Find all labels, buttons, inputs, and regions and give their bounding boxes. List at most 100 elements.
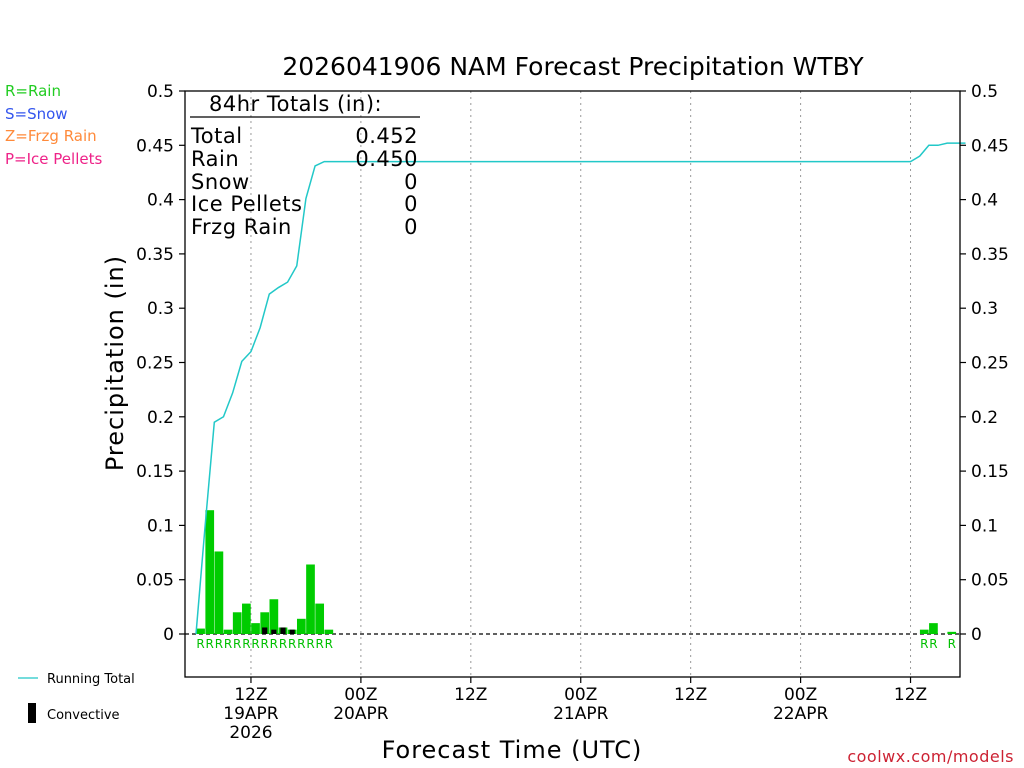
y-tick-label-left: 0.4 [147, 191, 174, 211]
chart-title: 2026041906 NAM Forecast Precipitation WT… [282, 52, 864, 81]
precip-bar [315, 603, 325, 634]
convective-bar [271, 629, 277, 634]
x-tick-label: 00Z [564, 685, 597, 705]
credit-text: coolwx.com/models [847, 747, 1014, 766]
precip-bar [242, 603, 251, 634]
running-total-line [195, 142, 966, 635]
plot-frame [184, 90, 961, 678]
x-tick-label: 19APR [223, 704, 279, 724]
totals-ice-pellets-label: Ice Pellets [191, 192, 302, 216]
y-tick-label-left: 0.15 [136, 462, 174, 482]
precip-type-label: R [215, 637, 223, 651]
totals-total-value: 0.452 [355, 124, 418, 148]
precip-type-label: R [297, 637, 305, 651]
y-tick-labels: 0 00.05 0.050.1 0.10.15 0.150.2 0.20.25 0.250.… [136, 82, 1009, 645]
y-tick-label-right: 0.45 [971, 136, 1009, 156]
convective-bar [289, 629, 295, 634]
series-legend: Running Total Convective [18, 672, 135, 723]
totals-total-label: Total [190, 124, 243, 148]
precip-bar [232, 612, 242, 634]
precip-type-label: R [920, 637, 928, 651]
precip-type-label: R [306, 637, 314, 651]
precip-type-label: R [233, 637, 241, 651]
x-tick-label: 00Z [344, 685, 377, 705]
precip-bars [196, 510, 957, 634]
y-tick-label-left: 0.05 [136, 571, 174, 591]
precip-bar [205, 510, 215, 634]
precip-bar [214, 551, 224, 634]
y-tick-label-right: 0.15 [971, 462, 1009, 482]
convective-legend-label: Convective [47, 708, 120, 723]
running-total-legend-label: Running Total [47, 672, 135, 687]
precip-type-label: R [261, 637, 269, 651]
y-tick-label-right: 0.4 [971, 191, 998, 211]
y-tick-label-right: 0.35 [971, 245, 1009, 265]
x-tick-label: 12Z [894, 685, 927, 705]
y-tick-label-left: 0.2 [147, 408, 174, 428]
convective-swatch [28, 703, 36, 723]
precip-type-label: R [279, 637, 287, 651]
totals-rain-label: Rain [191, 147, 239, 171]
x-tick-label: 21APR [553, 704, 609, 724]
precip-bar [929, 623, 938, 634]
y-tick-label-left: 0 [163, 625, 174, 645]
y-tick-label-left: 0.45 [136, 136, 174, 156]
x-tick-label: 12Z [234, 685, 267, 705]
totals-header: 84hr Totals (in): [209, 92, 382, 116]
totals-box: 84hr Totals (in): Total 0.452 Rain 0.450… [190, 92, 420, 239]
totals-frzg-rain-value: 0 [404, 215, 418, 239]
totals-snow-value: 0 [404, 170, 418, 194]
legend-ice-pellets: P=Ice Pellets [5, 150, 102, 168]
precip-bar [260, 612, 270, 634]
x-tick-label: 22APR [773, 704, 829, 724]
legend-frzg-rain: Z=Frzg Rain [5, 127, 97, 145]
x-tick-label: 12Z [674, 685, 707, 705]
legend-snow: S=Snow [5, 105, 68, 123]
y-tick-label-right: 0.2 [971, 408, 998, 428]
totals-frzg-rain-label: Frzg Rain [191, 215, 292, 239]
precip-bar [324, 629, 334, 634]
y-tick-label-left: 0.35 [136, 245, 174, 265]
precip-type-label: R [224, 637, 232, 651]
precip-bar [947, 631, 957, 634]
precip-type-label: R [325, 637, 333, 651]
x-tick-label: 20APR [333, 704, 389, 724]
x-tick-label: 12Z [454, 685, 487, 705]
x-tick-label: 2026 [229, 723, 272, 743]
y-tick-label-left: 0.3 [147, 299, 174, 319]
precip-type-label: R [929, 637, 937, 651]
totals-rain-value: 0.450 [355, 147, 418, 171]
precip-bar [296, 618, 306, 634]
y-tick-label-left: 0.5 [147, 82, 174, 102]
precip-bar [196, 628, 205, 634]
y-tick-label-left: 0.25 [136, 354, 174, 374]
precip-type-label: R [251, 637, 259, 651]
precip-bar [251, 623, 260, 634]
precip-type-label: R [206, 637, 214, 651]
precip-bar [223, 629, 233, 634]
legend-rain: R=Rain [5, 82, 61, 100]
y-tick-label-right: 0 [971, 625, 982, 645]
y-tick-label-right: 0.05 [971, 571, 1009, 591]
precip-type-label: R [288, 637, 296, 651]
x-tick-label: 00Z [784, 685, 817, 705]
precip-type-label: R [315, 637, 323, 651]
convective-bar [280, 627, 286, 634]
totals-ice-pellets-value: 0 [404, 192, 418, 216]
y-tick-label-right: 0.25 [971, 354, 1009, 374]
y-tick-label-right: 0.3 [971, 299, 998, 319]
y-tick-label-right: 0.1 [971, 516, 998, 536]
precip-type-legend: R=Rain S=Snow Z=Frzg Rain P=Ice Pellets [5, 82, 102, 168]
y-axis-title: Precipitation (in) [101, 255, 129, 471]
precip-bar [269, 599, 279, 634]
totals-snow-label: Snow [191, 170, 250, 194]
precip-type-label: R [948, 637, 956, 651]
grid-lines [185, 91, 960, 677]
convective-bar [262, 627, 268, 634]
precip-type-label: R [196, 637, 204, 651]
precip-bar [919, 629, 929, 634]
precip-type-label: R [270, 637, 278, 651]
